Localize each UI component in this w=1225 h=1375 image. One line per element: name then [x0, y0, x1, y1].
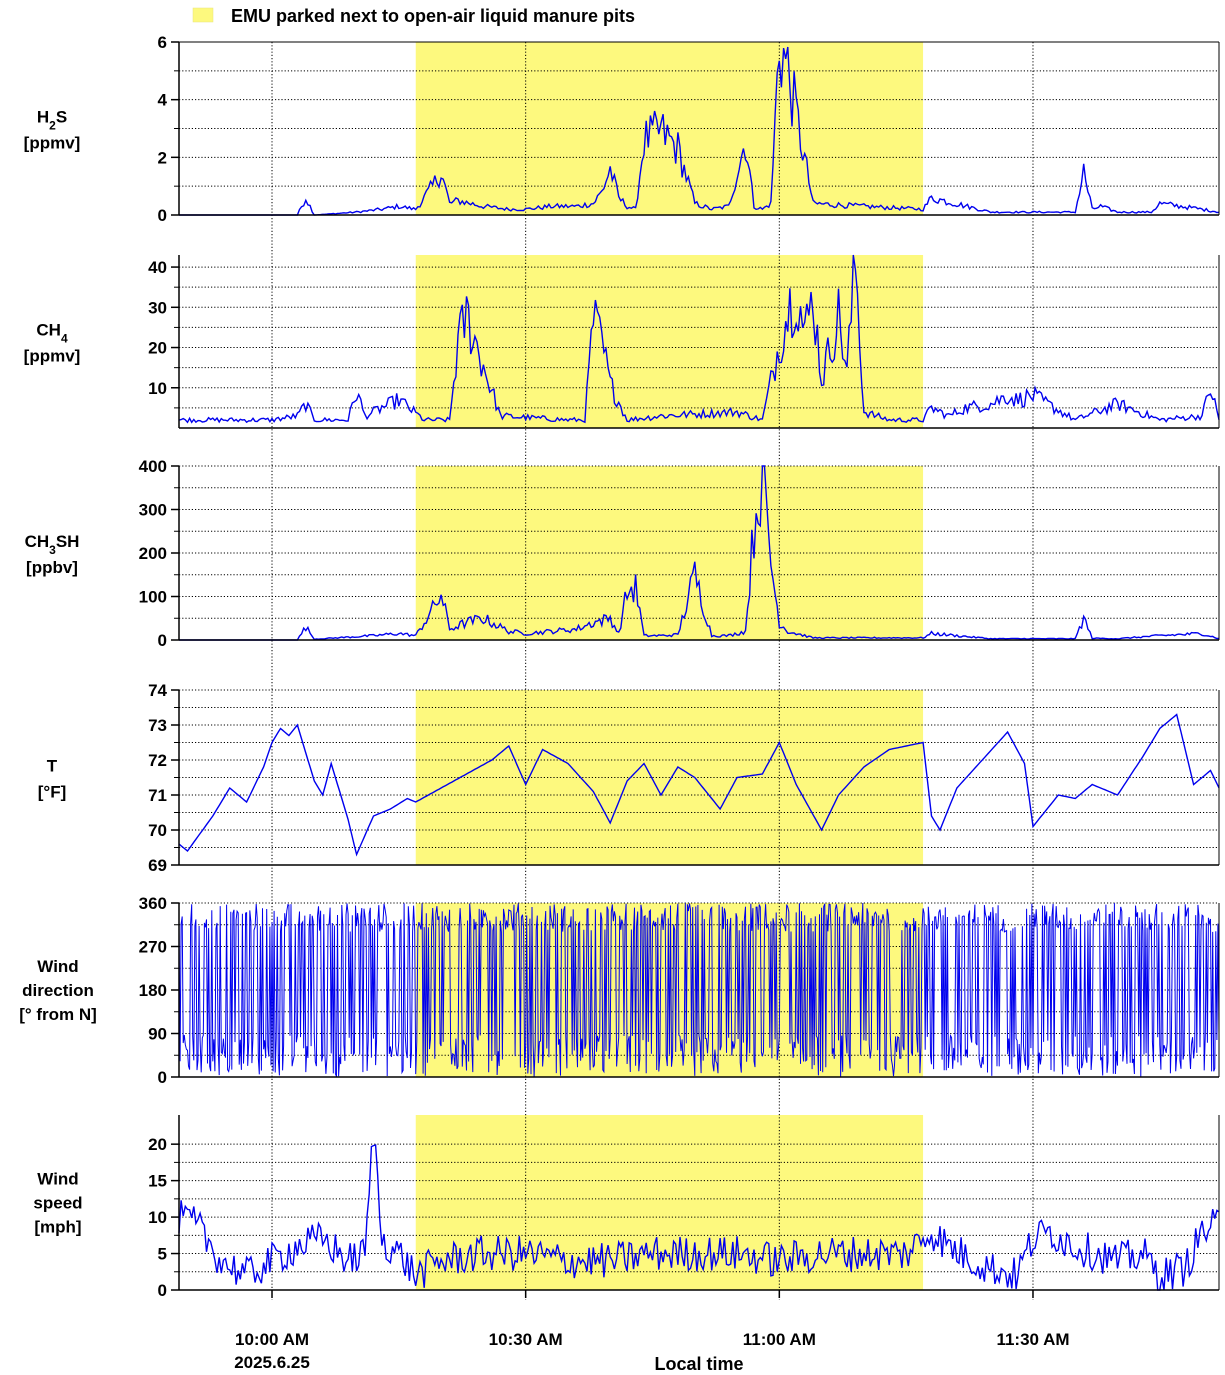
y-tick-label: 4 — [158, 91, 168, 110]
panel-label: H2S — [37, 108, 67, 133]
panel-label: CH4 — [36, 321, 68, 346]
x-tick-label: 10:00 AM — [235, 1330, 309, 1349]
axes-layer — [171, 41, 1220, 1298]
panel-label: direction — [22, 981, 94, 1000]
y-tick-label: 5 — [158, 1245, 167, 1264]
y-tick-label: 69 — [148, 856, 167, 875]
panel-label: Wind — [37, 957, 78, 976]
text-layer: EMU parked next to open-air liquid manur… — [19, 6, 1069, 1374]
y-tick-label: 10 — [148, 1208, 167, 1227]
y-tick-label: 0 — [158, 631, 167, 650]
y-tick-label: 73 — [148, 716, 167, 735]
series-line-h2s — [179, 46, 1220, 216]
panel-unit: [ppmv] — [24, 134, 81, 153]
panel-label: T — [47, 757, 58, 776]
panel-unit: [°F] — [38, 783, 67, 802]
y-tick-label: 0 — [158, 1068, 167, 1087]
y-tick-label: 270 — [139, 938, 167, 957]
series-line-wdir — [178, 902, 1220, 1077]
panel-unit: [ppmv] — [24, 347, 81, 366]
y-tick-label: 0 — [158, 206, 167, 225]
grid-layer — [179, 41, 1219, 1300]
x-tick-label: 10:30 AM — [489, 1330, 563, 1349]
panel-label: [° from N] — [19, 1005, 97, 1024]
y-tick-label: 90 — [148, 1025, 167, 1044]
legend-label: EMU parked next to open-air liquid manur… — [231, 6, 635, 26]
y-tick-label: 180 — [139, 981, 167, 1000]
date-label: 2025.6.25 — [234, 1353, 310, 1372]
y-tick-label: 30 — [148, 298, 167, 317]
panel-label: CH3SH — [25, 532, 80, 557]
legend-swatch — [192, 7, 214, 23]
y-tick-label: 70 — [148, 821, 167, 840]
series-line-ch3sh — [179, 465, 1219, 641]
y-tick-label: 40 — [148, 258, 167, 277]
series-line-temp — [178, 713, 1220, 857]
series-line-ch4 — [178, 254, 1220, 424]
y-tick-label: 10 — [148, 379, 167, 398]
y-tick-label: 20 — [148, 339, 167, 358]
panel-label: Wind — [37, 1170, 78, 1189]
panel-label: [mph] — [34, 1218, 81, 1237]
background-layer — [415, 42, 924, 1290]
y-tick-label: 100 — [139, 588, 167, 607]
y-tick-label: 6 — [158, 33, 167, 52]
y-tick-label: 2 — [158, 148, 167, 167]
data-layer — [178, 46, 1220, 1291]
y-tick-label: 74 — [148, 681, 167, 700]
panel-label: speed — [33, 1194, 82, 1213]
highlight-span — [415, 255, 924, 428]
y-tick-label: 72 — [148, 751, 167, 770]
y-tick-label: 20 — [148, 1135, 167, 1154]
series-line-wspd — [178, 1144, 1220, 1291]
y-tick-label: 0 — [158, 1281, 167, 1300]
x-axis-title: Local time — [654, 1354, 743, 1374]
x-tick-label: 11:00 AM — [743, 1330, 816, 1349]
y-tick-label: 300 — [139, 501, 167, 520]
y-tick-label: 15 — [148, 1172, 167, 1191]
y-tick-label: 360 — [139, 894, 167, 913]
y-tick-label: 400 — [139, 457, 167, 476]
y-tick-label: 200 — [139, 544, 167, 563]
panel-unit: [ppbv] — [26, 558, 78, 577]
y-tick-label: 71 — [148, 786, 167, 805]
x-tick-label: 11:30 AM — [996, 1330, 1069, 1349]
